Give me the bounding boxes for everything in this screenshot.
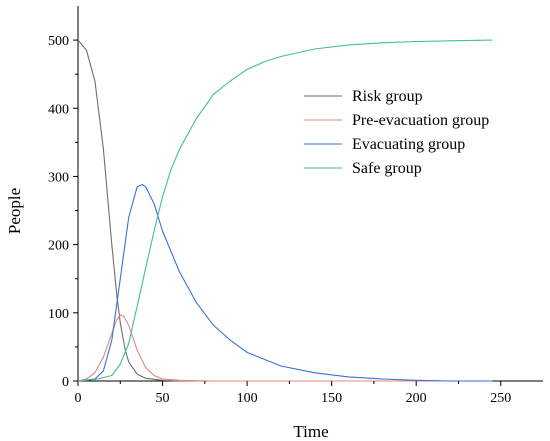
x-tick-label: 100 <box>237 391 258 406</box>
x-tick-label: 250 <box>490 391 511 406</box>
legend-label-2: Pre-evacuation group <box>352 112 489 129</box>
x-tick-label: 50 <box>156 391 170 406</box>
legend: Risk group Pre-evacuation group Evacuating… <box>304 88 489 177</box>
y-tick-label: 200 <box>48 239 69 254</box>
y-tick-label: 100 <box>48 307 69 322</box>
legend-label-4: Safe group <box>352 160 422 177</box>
x-axis-title: Time <box>293 422 328 441</box>
series-layer <box>77 39 493 382</box>
series-line-4 <box>77 39 493 382</box>
x-tick-label: 150 <box>321 391 342 406</box>
plot-frame <box>77 6 543 382</box>
y-tick-label: 400 <box>48 102 69 117</box>
y-tick-label: 500 <box>48 34 69 49</box>
x-tick-label: 200 <box>406 391 427 406</box>
y-tick-label: 300 <box>48 170 69 185</box>
y-axis-title: People <box>5 188 24 234</box>
series-line-3 <box>77 184 493 382</box>
x-tick-label: 0 <box>75 391 82 406</box>
series-line-2 <box>77 314 493 382</box>
y-tick-label: 0 <box>62 375 69 390</box>
legend-label-1: Risk group <box>352 88 423 105</box>
legend-label-3: Evacuating group <box>352 136 465 153</box>
axes-layer: 0 50 100 150 200 250 0 100 200 300 400 500 <box>48 34 511 406</box>
series-line-1 <box>77 39 493 382</box>
